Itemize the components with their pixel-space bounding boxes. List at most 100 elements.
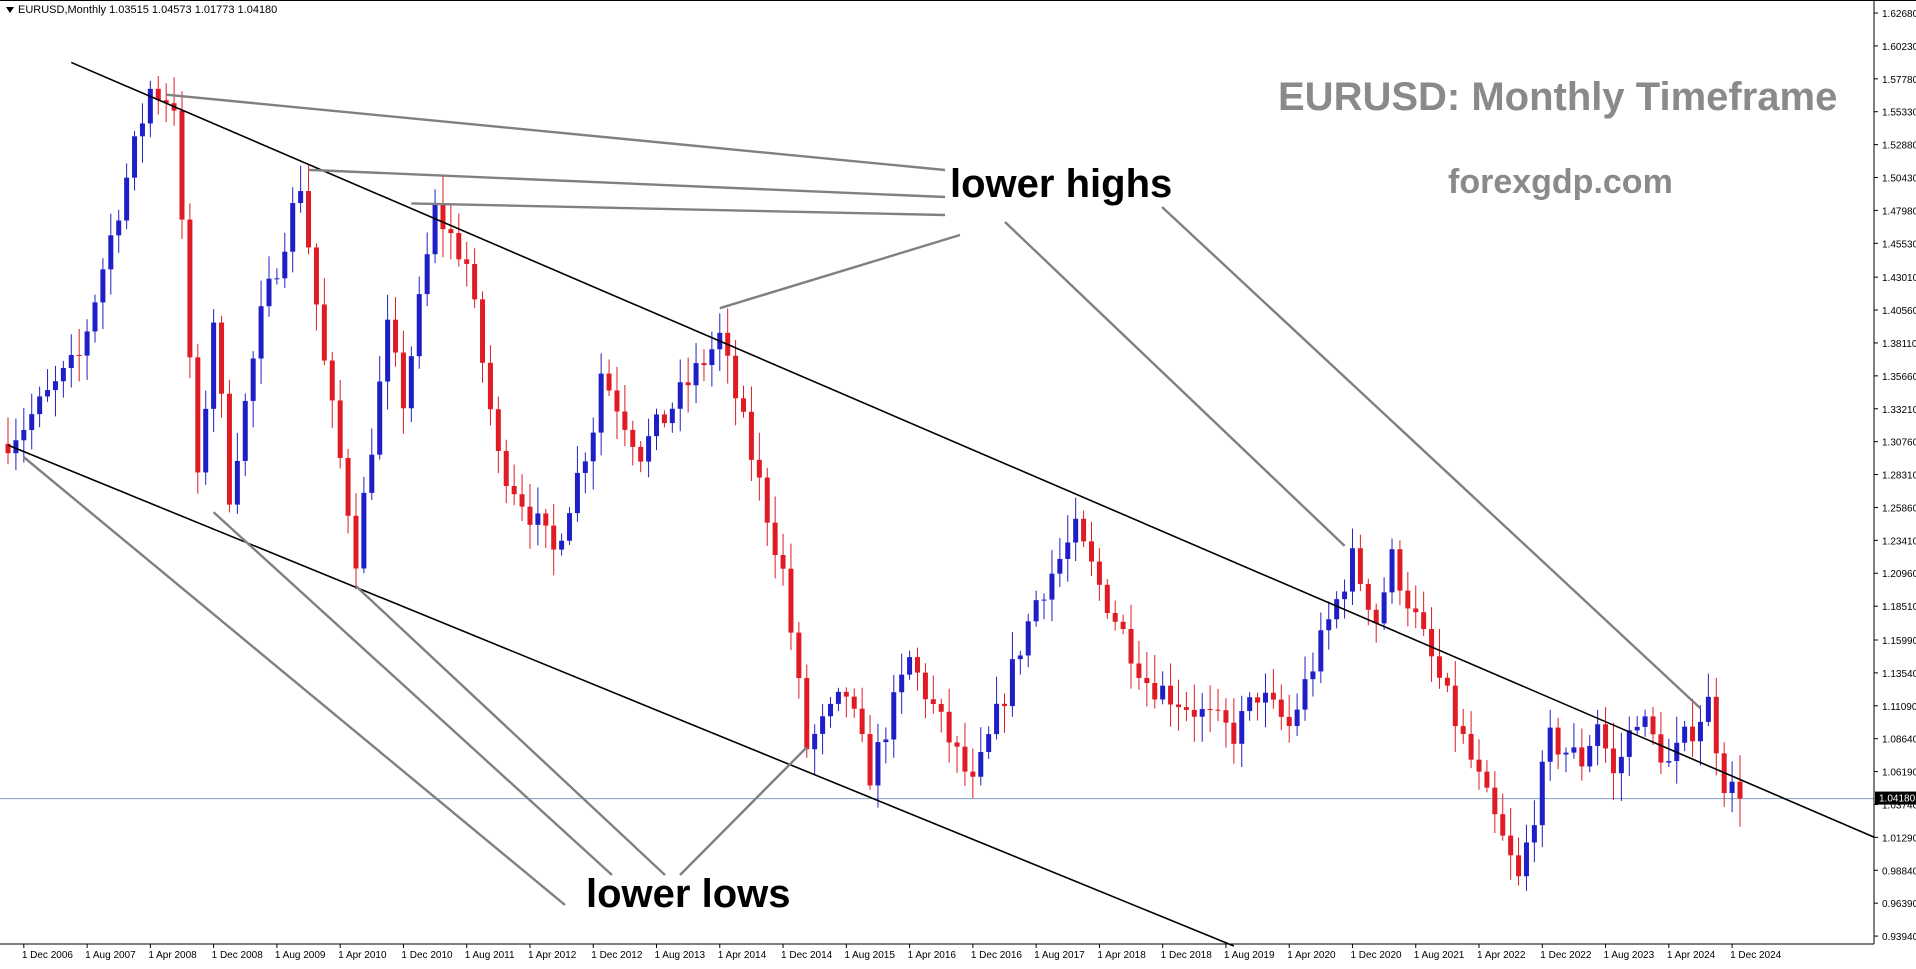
candle-body <box>1120 621 1126 630</box>
candle-body <box>258 306 264 359</box>
candle-body <box>1492 787 1498 815</box>
candle <box>835 687 841 712</box>
candle <box>883 727 889 764</box>
candle <box>1120 614 1126 635</box>
candle <box>630 420 636 466</box>
candle-body <box>1073 518 1079 543</box>
candle <box>994 676 1000 740</box>
candle <box>1318 612 1324 684</box>
candle-body <box>1144 677 1150 684</box>
candle <box>1326 601 1332 650</box>
candle-body <box>1357 548 1363 584</box>
candle-body <box>606 373 612 391</box>
y-tick-label: 1.33210 <box>1882 405 1916 416</box>
collapse-arrow-icon[interactable] <box>6 7 14 14</box>
candle <box>13 418 19 471</box>
candle <box>1452 660 1458 752</box>
candle-body <box>859 708 865 735</box>
candle <box>1215 689 1221 722</box>
candle <box>1618 732 1624 801</box>
candle-body <box>1618 756 1624 774</box>
candle-body <box>116 220 122 236</box>
candle <box>1342 579 1348 619</box>
candle <box>5 417 11 465</box>
candle-body <box>1096 561 1102 585</box>
pointer-lower-lows <box>355 585 666 876</box>
candle-body <box>187 219 193 358</box>
candle <box>60 360 66 398</box>
candle <box>1207 685 1213 733</box>
candle-body <box>100 269 106 303</box>
candle <box>772 496 778 579</box>
candle-body <box>875 742 881 786</box>
candle <box>1017 650 1023 675</box>
candle <box>385 294 391 410</box>
candle-body <box>701 363 707 366</box>
candle <box>1223 698 1229 748</box>
candle-body <box>1270 692 1276 700</box>
trendlines-layer <box>7 61 1875 947</box>
candle-body <box>946 711 952 743</box>
candle <box>503 439 509 504</box>
candle <box>424 232 430 307</box>
candle <box>1088 521 1094 576</box>
candle <box>132 130 138 191</box>
candle-body <box>970 771 976 777</box>
y-tick-label: 1.50430 <box>1882 174 1916 185</box>
pointer-lower-lows <box>212 511 613 876</box>
candle <box>519 474 525 522</box>
trendline-upper-channel[interactable] <box>70 61 1741 781</box>
candle-body <box>424 254 430 295</box>
candle-body <box>1634 726 1640 731</box>
candle-body <box>741 398 747 412</box>
candle-body <box>883 739 889 743</box>
candle <box>290 187 296 273</box>
x-tick-label: 1 Dec 2016 <box>971 950 1023 961</box>
candle-body <box>464 259 470 264</box>
candle <box>1697 705 1703 766</box>
candle-body <box>1626 730 1632 757</box>
candle-body <box>899 674 905 693</box>
y-tick-label: 1.28310 <box>1882 471 1916 482</box>
candle <box>788 543 794 651</box>
candle-body <box>234 460 240 505</box>
y-tick-label: 1.40560 <box>1882 306 1916 317</box>
candle-body <box>567 513 573 541</box>
candle <box>116 209 122 253</box>
candle-body <box>535 513 541 525</box>
candle-body <box>693 363 699 386</box>
x-tick-label: 1 Dec 2010 <box>401 950 453 961</box>
pointer-lower-highs <box>166 93 946 172</box>
candle-body <box>1136 663 1142 678</box>
candle-body <box>582 461 588 473</box>
candle-body <box>1278 699 1284 717</box>
candle-body <box>1650 716 1656 735</box>
current-price-box <box>1875 791 1916 805</box>
candle <box>1144 651 1150 707</box>
candle-body <box>614 390 620 412</box>
candle <box>669 402 675 433</box>
x-tick-label: 1 Dec 2024 <box>1730 950 1782 961</box>
candle <box>1405 571 1411 627</box>
candle-body <box>796 632 802 679</box>
candle <box>464 241 470 287</box>
candle <box>780 533 786 586</box>
candle-body <box>1342 591 1348 600</box>
candle <box>1112 600 1118 631</box>
y-tick-label: 1.60230 <box>1882 42 1916 53</box>
y-tick-label: 1.52880 <box>1882 141 1916 152</box>
candle <box>195 343 201 494</box>
trendline-lower-channel[interactable] <box>7 444 1235 947</box>
candle <box>258 280 264 384</box>
candle-body <box>1199 709 1205 717</box>
x-tick-label: 1 Aug 2015 <box>844 950 895 961</box>
candle-body <box>487 362 493 410</box>
candle-body <box>416 294 422 357</box>
candle <box>1610 722 1616 801</box>
candle-body <box>1587 745 1593 767</box>
candles-layer <box>0 76 1874 891</box>
candle-body <box>1413 608 1419 613</box>
candle <box>986 726 992 760</box>
